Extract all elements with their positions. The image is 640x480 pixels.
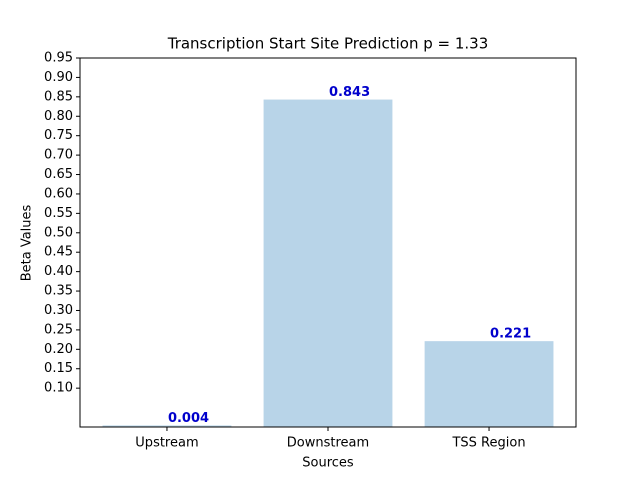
plot-frame: [79, 57, 577, 428]
y-tick-label: 0.75: [44, 128, 73, 143]
y-tick-label: 0.80: [44, 109, 73, 124]
y-tick-label: 0.65: [44, 167, 73, 182]
x-axis-label: Sources: [302, 456, 354, 471]
y-axis-label: Beta Values: [20, 204, 35, 281]
y-tick-label: 0.35: [44, 284, 73, 299]
bar: [424, 341, 554, 427]
y-tick-label: 0.90: [44, 70, 73, 85]
value-label: 0.843: [329, 85, 370, 100]
y-tick-label: 0.85: [44, 89, 73, 104]
y-tick-label: 0.95: [44, 51, 73, 66]
y-tick-label: 0.45: [44, 245, 73, 260]
value-label: 0.004: [168, 411, 209, 426]
x-tick-label: TSS Region: [451, 436, 525, 451]
y-tick-label: 0.10: [44, 381, 73, 396]
bar: [102, 425, 232, 427]
bar: [263, 99, 393, 428]
y-tick-label: 0.20: [44, 342, 73, 357]
x-tick-label: Upstream: [135, 436, 198, 451]
y-tick-label: 0.55: [44, 206, 73, 221]
y-tick-label: 0.60: [44, 186, 73, 201]
chart-title: Transcription Start Site Prediction p = …: [167, 35, 489, 53]
y-tick-label: 0.25: [44, 322, 73, 337]
value-label: 0.221: [490, 327, 531, 342]
y-tick-label: 0.30: [44, 303, 73, 318]
y-tick-label: 0.40: [44, 264, 73, 279]
y-tick-label: 0.50: [44, 225, 73, 240]
x-tick-label: Downstream: [287, 436, 369, 451]
y-tick-label: 0.70: [44, 148, 73, 163]
y-tick-label: 0.15: [44, 361, 73, 376]
